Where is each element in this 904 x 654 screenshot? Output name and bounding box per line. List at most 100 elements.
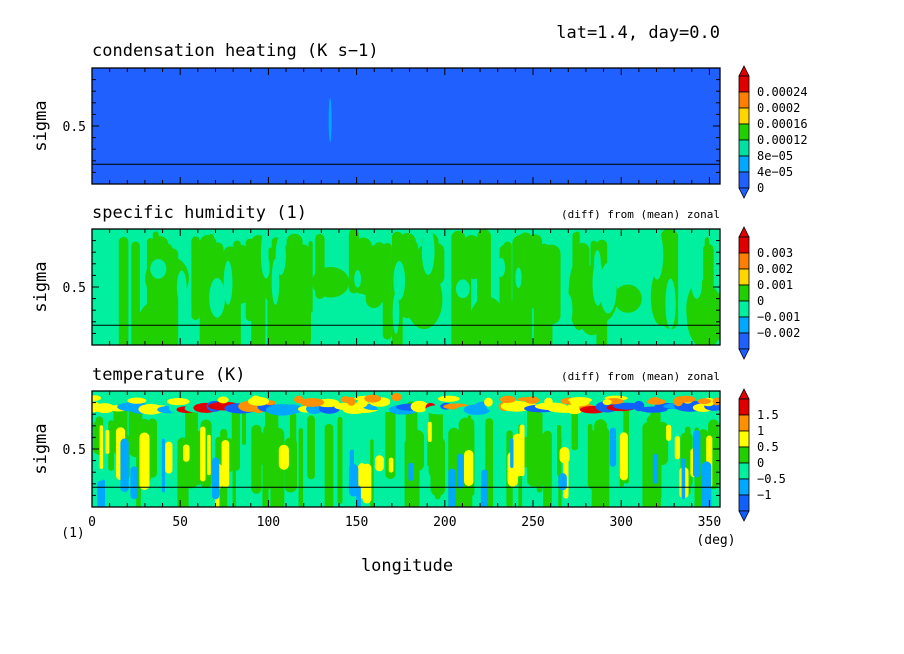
colorbar-swatch [738, 91, 750, 109]
colorbar-top-arrow [738, 65, 750, 77]
x-tick-label: 50 [172, 515, 188, 530]
temperature-contour [94, 403, 115, 414]
temperature-contour [130, 466, 138, 500]
temperature-contour [346, 396, 356, 406]
humidity-contour [691, 290, 720, 325]
temperature-contour [278, 444, 289, 470]
panel-subtitle: (diff) from (mean) zonal [561, 370, 720, 383]
humidity-contour [665, 278, 676, 330]
humidity-contour [350, 248, 393, 296]
colorbar-label: 1.5 [757, 408, 779, 422]
temperature-contour [300, 398, 325, 407]
x-tick-label: 250 [521, 515, 544, 530]
temperature-contour [558, 473, 567, 491]
temperature-contour [289, 412, 297, 491]
panel-3: 0.5 sigma temperature (K) (diff) from (mean… [31, 365, 786, 522]
y-axis-label: sigma [31, 423, 51, 474]
colorbar-swatch [738, 446, 750, 464]
temperature-contour [242, 404, 247, 445]
panel-title: temperature (K) [92, 365, 246, 385]
temperature-contour [675, 395, 696, 403]
humidity-contour [405, 240, 419, 283]
colorbar-label: 4e−05 [757, 165, 793, 179]
colorbar-bottom-arrow [738, 348, 750, 360]
colorbar-top-arrow [738, 226, 750, 238]
humidity-contour [650, 229, 664, 280]
temperature-contour [674, 436, 681, 460]
colorbar-label: 0.00012 [757, 133, 808, 147]
temperature-contour [544, 397, 553, 406]
y-axis-label: sigma [31, 100, 51, 151]
colorbar-label: 0 [757, 181, 764, 195]
heating-feature [328, 98, 332, 143]
temperature-contour [147, 418, 157, 478]
temperature-contour [565, 403, 584, 415]
humidity-contour [275, 235, 286, 276]
colorbar-swatch [738, 139, 750, 157]
temperature-contour [410, 400, 429, 413]
temperature-contour [591, 437, 600, 507]
humidity-contour [467, 240, 481, 280]
colorbar-swatch [738, 75, 750, 93]
humidity-contour [311, 266, 350, 298]
colorbar-label: 8e−05 [757, 149, 793, 163]
humidity-contour [136, 300, 176, 345]
humidity-contour [468, 296, 507, 345]
colorbar-label: 0.00024 [757, 85, 808, 99]
colorbar: 0.003 0.002 0.001 0 −0.001 −0.002 [738, 226, 800, 360]
temperature-contour [646, 398, 667, 405]
colorbar-label: 0.001 [757, 278, 793, 292]
y-axis-label: sigma [31, 261, 51, 312]
temperature-contour [410, 430, 425, 471]
temperature-contour [408, 462, 414, 481]
temperature-contour [324, 423, 334, 507]
colorbar-label: −0.002 [757, 326, 800, 340]
heatmap-field [92, 68, 720, 184]
colorbar: 1.5 1 0.5 0 −0.5 −1 [738, 388, 786, 522]
temperature-contour [298, 428, 304, 507]
colorbar-label: −0.5 [757, 472, 786, 486]
x-axis-label: longitude [361, 556, 453, 576]
colorbar-swatch [738, 430, 750, 448]
humidity-contour [118, 236, 129, 345]
panel-subtitle: (diff) from (mean) zonal [561, 208, 720, 221]
temperature-contour [571, 407, 579, 451]
temperature-contour [207, 434, 211, 476]
temperature-contour [524, 396, 540, 404]
colorbar-bottom-arrow [738, 510, 750, 522]
colorbar-swatch [738, 478, 750, 496]
temperature-contour [337, 416, 343, 504]
x-tick-label: 200 [433, 515, 456, 530]
colorbar-label: 1 [757, 424, 764, 438]
figure-header: lat=1.4, day=0.0 [556, 23, 720, 43]
temperature-contour [543, 430, 552, 507]
temperature-contour [391, 393, 402, 402]
colorbar-label: 0 [757, 294, 764, 308]
humidity-contour [191, 236, 200, 321]
temperature-contour [139, 432, 150, 490]
temperature-contour [500, 395, 516, 404]
colorbar-swatch [738, 171, 750, 189]
humidity-contour [392, 292, 400, 334]
temperature-contour [282, 404, 303, 414]
colorbar-swatch [738, 398, 750, 416]
temperature-contour [161, 438, 166, 493]
humidity-contour [354, 270, 362, 288]
colorbar-swatch [738, 284, 750, 302]
temperature-contour [128, 401, 143, 458]
x-tick-label: 350 [698, 515, 721, 530]
temperature-contour [165, 441, 173, 474]
colorbar-swatch [738, 462, 750, 480]
x-tick-label: 0 [88, 515, 96, 530]
humidity-contour [209, 278, 226, 318]
y-tick-label: 0.5 [63, 443, 86, 458]
panel-title: condensation heating (K s−1) [92, 41, 379, 61]
humidity-contour [405, 269, 443, 330]
humidity-contour [562, 293, 573, 327]
humidity-contour [271, 258, 280, 305]
colorbar-label: 0.5 [757, 440, 779, 454]
colorbar-label: 0.00016 [757, 117, 808, 131]
temperature-contour [166, 397, 190, 406]
temperature-contour [105, 429, 110, 454]
